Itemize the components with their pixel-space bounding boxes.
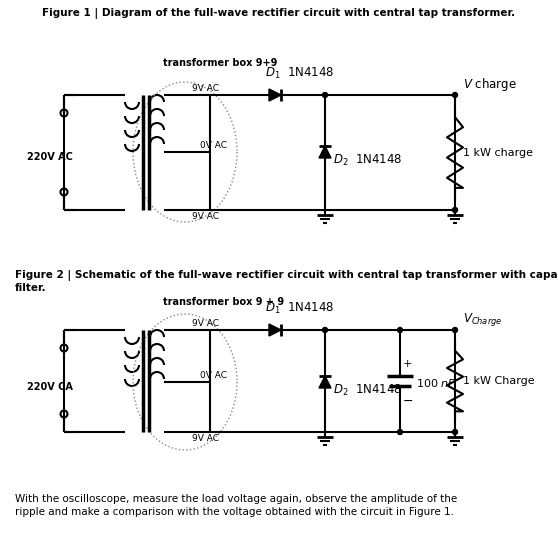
Text: 220V AC: 220V AC	[27, 152, 73, 162]
Circle shape	[397, 327, 402, 332]
Polygon shape	[269, 89, 281, 101]
Text: 1 kW charge: 1 kW charge	[463, 148, 533, 158]
Text: −: −	[403, 395, 413, 408]
Polygon shape	[319, 376, 331, 388]
Text: $D_1$  1N4148: $D_1$ 1N4148	[265, 66, 334, 81]
Text: $V$ charge: $V$ charge	[463, 76, 517, 93]
Text: transformer box 9+9: transformer box 9+9	[163, 58, 277, 68]
Text: transformer box 9 + 9: transformer box 9 + 9	[163, 297, 284, 307]
Text: With the oscilloscope, measure the load voltage again, observe the amplitude of : With the oscilloscope, measure the load …	[15, 494, 457, 504]
Text: filter.: filter.	[15, 283, 47, 293]
Circle shape	[453, 208, 458, 213]
Text: Figure 2 | Schematic of the full-wave rectifier circuit with central tap transfo: Figure 2 | Schematic of the full-wave re…	[15, 270, 558, 281]
Text: $D_2$  1N4148: $D_2$ 1N4148	[333, 153, 402, 168]
Text: +: +	[403, 359, 412, 369]
Text: 9V AC: 9V AC	[191, 212, 219, 221]
Text: 1 kW Charge: 1 kW Charge	[463, 376, 535, 386]
Circle shape	[453, 429, 458, 435]
Text: Figure 1 | Diagram of the full-wave rectifier circuit with central tap transform: Figure 1 | Diagram of the full-wave rect…	[42, 8, 516, 19]
Text: 9V AC: 9V AC	[191, 434, 219, 443]
Text: $D_2$  1N4148: $D_2$ 1N4148	[333, 382, 402, 398]
Text: ripple and make a comparison with the voltage obtained with the circuit in Figur: ripple and make a comparison with the vo…	[15, 507, 454, 517]
Circle shape	[323, 327, 328, 332]
Circle shape	[453, 93, 458, 98]
Text: 0V AC: 0V AC	[200, 141, 227, 150]
Circle shape	[323, 93, 328, 98]
Text: 100 $nF$: 100 $nF$	[416, 377, 456, 389]
Polygon shape	[319, 146, 331, 158]
Text: 220V CA: 220V CA	[27, 382, 73, 392]
Circle shape	[453, 327, 458, 332]
Circle shape	[397, 429, 402, 435]
Text: 9V AC: 9V AC	[191, 319, 219, 328]
Text: $V_{Charge}$: $V_{Charge}$	[463, 311, 502, 328]
Polygon shape	[269, 324, 281, 336]
Text: $D_1$  1N4148: $D_1$ 1N4148	[265, 301, 334, 316]
Text: 0V AC: 0V AC	[200, 371, 227, 380]
Text: 9V AC: 9V AC	[191, 84, 219, 93]
